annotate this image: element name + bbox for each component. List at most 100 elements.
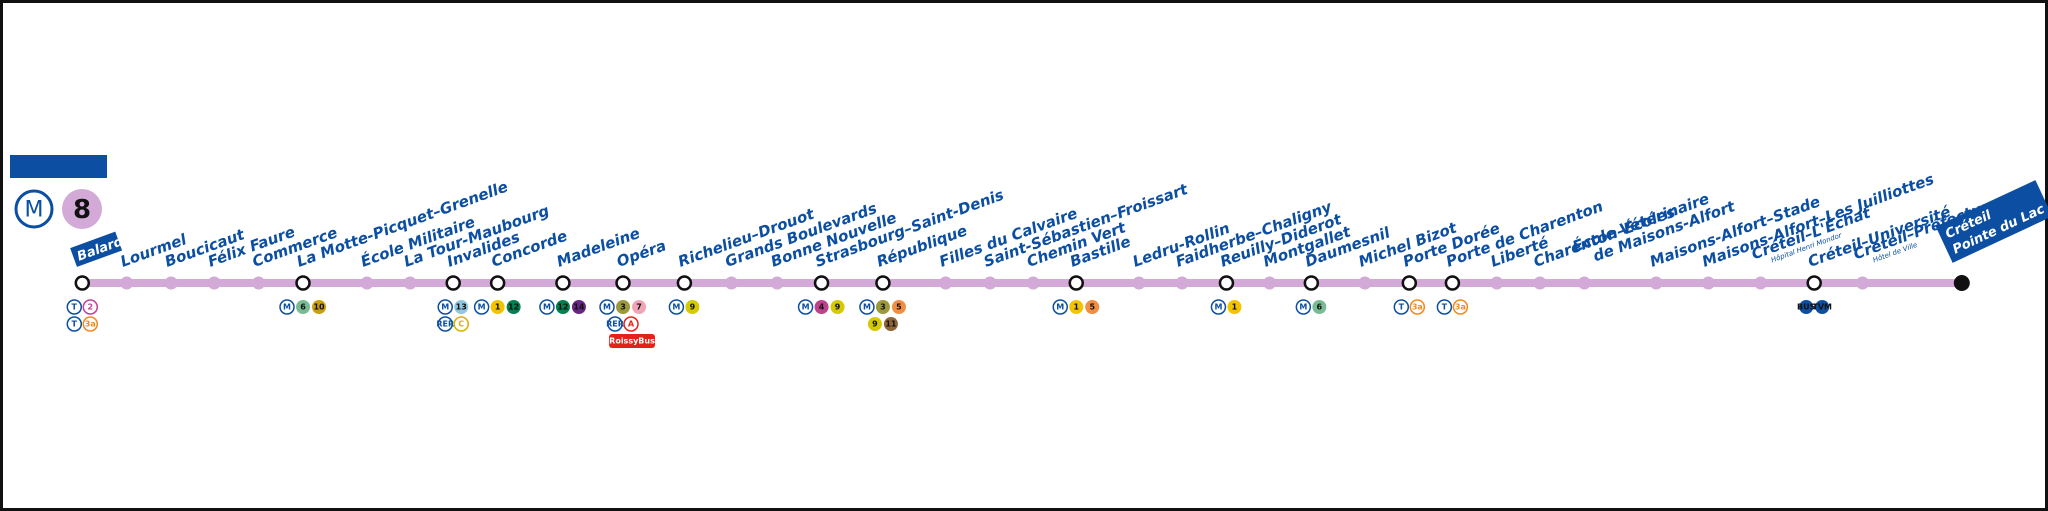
connection-icon (867, 317, 882, 331)
station-hub (445, 275, 461, 291)
network-logo (14, 189, 54, 229)
terminus-box (1935, 180, 2048, 263)
network-label: M (25, 198, 44, 223)
connection-icon (1295, 299, 1312, 315)
station-hub (875, 275, 891, 291)
connection-icon (555, 300, 570, 314)
station-hub (615, 275, 631, 291)
line-number: 8 (73, 195, 91, 225)
connection-icon (1393, 299, 1410, 315)
station-hub (1444, 275, 1461, 291)
connection-icon (437, 316, 453, 332)
station-dot (207, 276, 221, 290)
connection-icon (539, 299, 555, 315)
connection-icon (279, 299, 295, 315)
connection-icon (607, 316, 623, 332)
connection-label: M (1299, 303, 1307, 312)
connection-icon (599, 299, 615, 315)
connection-icon (1210, 299, 1227, 315)
connection-icon (859, 299, 875, 315)
connection-icon (571, 300, 586, 314)
connection-label: C (458, 320, 464, 329)
connection-icon (1052, 299, 1068, 315)
station-hub (1401, 275, 1418, 291)
connection-label: T (1399, 303, 1405, 312)
connection-icon (1085, 300, 1100, 314)
connection-label: M (543, 303, 551, 312)
connection-label: 9 (690, 303, 696, 312)
connection-icon (82, 299, 99, 315)
connection-label: 1 (495, 303, 501, 312)
station-dot (770, 276, 784, 290)
station-dot (1649, 276, 1663, 290)
connection-icon (82, 316, 99, 332)
station-hub (1218, 275, 1235, 291)
connection-label: RoissyBus (609, 337, 655, 346)
connection-icon (66, 316, 83, 332)
station-dot (360, 276, 374, 290)
connection-label: 10 (313, 303, 325, 312)
connection-label: M (441, 303, 449, 312)
connection-icon (668, 299, 685, 315)
connection-label: 9 (872, 320, 878, 329)
connection-icon (296, 300, 311, 314)
connection-icon (623, 316, 639, 332)
connection-label: M (478, 303, 486, 312)
connection-icon (1312, 300, 1327, 314)
connection-label: 12 (557, 303, 568, 312)
connection-icon (312, 300, 327, 314)
connection-label: 1 (1073, 303, 1079, 312)
connection-icon (506, 300, 521, 314)
station-dot (1856, 276, 1870, 290)
station-hub (555, 275, 571, 291)
station-dot (983, 276, 997, 290)
connection-label: A (628, 320, 635, 329)
connection-label: 3 (880, 303, 886, 312)
connection-label: T (72, 303, 78, 312)
station-dot (120, 276, 134, 290)
connection-label: M (603, 303, 611, 312)
station-hub (1068, 275, 1084, 291)
connection-label: RER (436, 320, 454, 329)
connection-label: 4 (819, 303, 825, 312)
connection-icon (490, 300, 505, 314)
connection-icon (875, 300, 890, 314)
connection-icon (454, 300, 469, 314)
station-hub (489, 275, 506, 291)
terminus-box (70, 231, 123, 267)
connection-label: 2 (87, 303, 93, 312)
station-dot (939, 276, 953, 290)
connection-icon (1069, 300, 1084, 314)
connection-label: TVM (1812, 303, 1832, 312)
connection-label: 5 (1089, 303, 1095, 312)
connection-label: 12 (508, 303, 519, 312)
station-dot (1490, 276, 1504, 290)
station-dot (1132, 276, 1146, 290)
connection-icon (685, 300, 700, 314)
station-dot (403, 276, 417, 290)
connection-icon (473, 299, 490, 315)
connection-label: 3a (85, 320, 96, 329)
connection-icon (1799, 300, 1814, 314)
connection-label: T (72, 320, 78, 329)
station-dot (1754, 276, 1768, 290)
connection-label: 14 (573, 303, 585, 312)
connection-icon (814, 300, 829, 314)
connection-label: 11 (885, 320, 897, 329)
connection-icon (1815, 300, 1830, 314)
connection-icon (830, 300, 845, 314)
station-hub (74, 275, 91, 291)
station-dot (1358, 276, 1372, 290)
connection-label: M (1214, 303, 1222, 312)
station-dot (1026, 276, 1040, 290)
connection-label: 1 (1232, 303, 1238, 312)
terminus-dot (1953, 275, 1970, 291)
connection-label: RER (606, 320, 624, 329)
connection-label: 3a (1455, 303, 1466, 312)
station-dot (1533, 276, 1547, 290)
connection-label: 9 (835, 303, 841, 312)
connection-icon (883, 317, 898, 331)
station-hub (676, 275, 693, 291)
